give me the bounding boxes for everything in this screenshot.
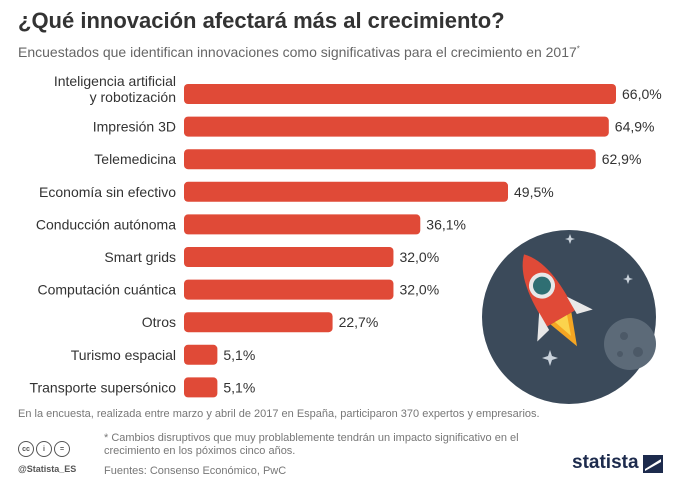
no-derivatives-icon: =: [54, 441, 70, 457]
rocket-illustration: [478, 226, 660, 408]
value-label: 32,0%: [399, 282, 439, 298]
value-label: 22,7%: [339, 314, 379, 330]
value-label: 5,1%: [223, 347, 255, 363]
star-icon: [565, 234, 575, 244]
social-handle[interactable]: @Statista_ES: [18, 464, 77, 474]
category-label: Inteligencia artificial y robotización: [54, 73, 176, 105]
chart-subtitle: Encuestados que identifican innovaciones…: [18, 44, 580, 60]
bar: [184, 279, 394, 300]
category-label: Telemedicina: [94, 151, 176, 167]
statista-logo-icon: [643, 455, 663, 473]
subtitle-footnote-mark: *: [576, 44, 580, 54]
subtitle-text: Encuestados que identifican innovaciones…: [18, 44, 577, 60]
chart-title: ¿Qué innovación afectará más al crecimie…: [18, 8, 505, 33]
statista-logo[interactable]: statista: [572, 452, 639, 473]
bar: [184, 247, 394, 267]
bar: [184, 312, 333, 333]
planet-icon: [604, 318, 656, 370]
value-label: 36,1%: [426, 216, 466, 232]
value-label: 49,5%: [514, 184, 554, 200]
category-label: Conducción autónoma: [36, 216, 176, 232]
bar: [184, 84, 616, 104]
star-icon: [542, 350, 558, 366]
survey-note: En la encuesta, realizada entre marzo y …: [18, 408, 540, 420]
bar: [184, 181, 508, 202]
category-label: Otros: [142, 314, 176, 330]
value-label: 66,0%: [622, 86, 662, 102]
cc-icon: cc: [18, 441, 34, 457]
category-label: Smart grids: [104, 249, 176, 265]
attribution-icon: i: [36, 441, 52, 457]
license-icons: cc i =: [18, 441, 70, 457]
value-label: 64,9%: [615, 119, 655, 135]
bar-chart: 66,0% Inteligencia artificial y robotizaci…: [29, 73, 662, 398]
bar: [184, 377, 218, 398]
star-icon: [623, 274, 633, 284]
category-label: Computación cuántica: [37, 282, 176, 298]
value-label: 5,1%: [223, 379, 255, 395]
bar: [184, 149, 596, 170]
value-label: 32,0%: [399, 249, 439, 265]
category-label: Impresión 3D: [93, 119, 176, 135]
bar: [184, 344, 218, 365]
bar: [184, 214, 421, 235]
footnote: * Cambios disruptivos que muy problablem…: [104, 432, 519, 457]
source-text: Fuentes: Consenso Económico, PwC: [104, 465, 287, 477]
category-label: Transporte supersónico: [29, 379, 176, 395]
category-label: Turismo espacial: [71, 347, 176, 363]
rocket-icon: [522, 254, 593, 347]
category-label: Economía sin efectivo: [39, 184, 176, 200]
bar: [184, 116, 609, 137]
value-label: 62,9%: [602, 151, 642, 167]
